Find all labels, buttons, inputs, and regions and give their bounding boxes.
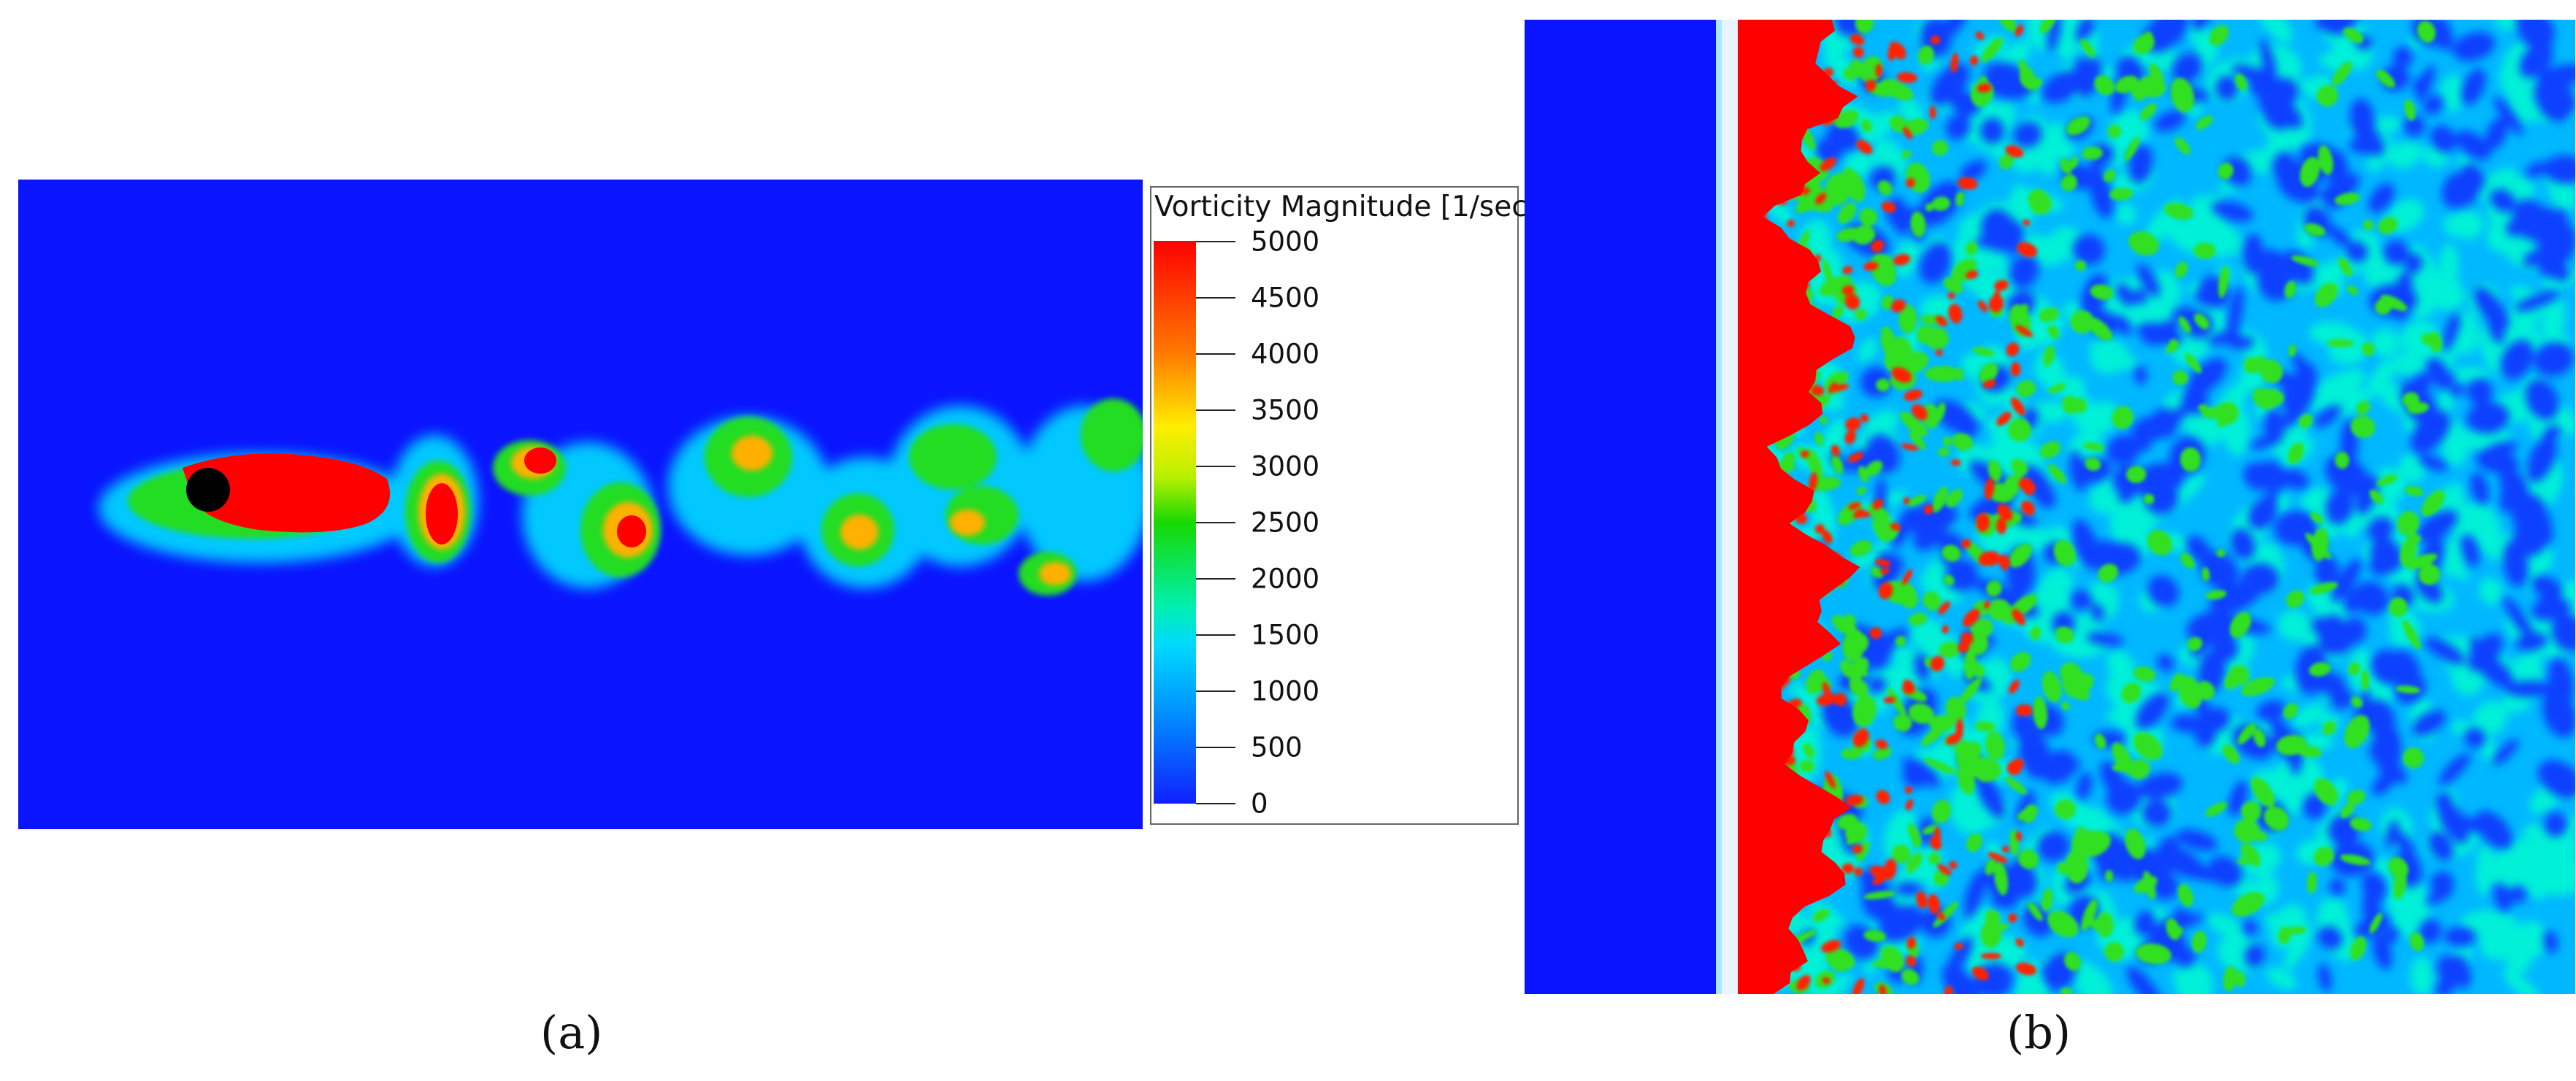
legend-tick <box>1196 353 1235 355</box>
legend-tick-label: 3000 <box>1251 450 1320 482</box>
legend-tick-label: 1500 <box>1251 619 1320 651</box>
legend-tick <box>1196 634 1235 636</box>
cylinder-shape <box>186 468 230 512</box>
legend-tick <box>1196 578 1235 580</box>
legend-tick-label: 500 <box>1251 731 1303 763</box>
legend-tick-label: 2500 <box>1251 507 1320 539</box>
vorticity-field-a <box>18 180 1143 829</box>
vorticity-field-b <box>1525 20 2575 994</box>
legend-tick <box>1196 241 1235 242</box>
vortex-street-image <box>99 399 1143 596</box>
legend-tick <box>1196 803 1235 804</box>
legend-tick-label: 3500 <box>1251 394 1320 426</box>
legend-tick <box>1196 409 1235 411</box>
legend-tick-label: 2000 <box>1251 563 1320 595</box>
legend-title: Vorticity Magnitude [1/sec] <box>1154 191 1538 223</box>
legend-tick <box>1196 747 1235 748</box>
caption-a: (a) <box>540 1006 603 1059</box>
color-legend: Vorticity Magnitude [1/sec] 5000 4500 40… <box>1150 186 1538 825</box>
turbulence-image <box>1525 20 2575 994</box>
legend-tick-label: 4000 <box>1251 338 1320 370</box>
legend-tick <box>1196 297 1235 299</box>
legend-tick-label: 5000 <box>1251 226 1320 258</box>
caption-b: (b) <box>2006 1006 2071 1059</box>
legend-tick <box>1196 466 1235 467</box>
legend-tick-label: 4500 <box>1251 282 1320 314</box>
legend-tick <box>1196 690 1235 692</box>
color-scale-bar <box>1154 241 1196 804</box>
legend-tick <box>1196 522 1235 523</box>
legend-tick-label: 1000 <box>1251 675 1320 707</box>
legend-tick-label: 0 <box>1251 788 1268 820</box>
